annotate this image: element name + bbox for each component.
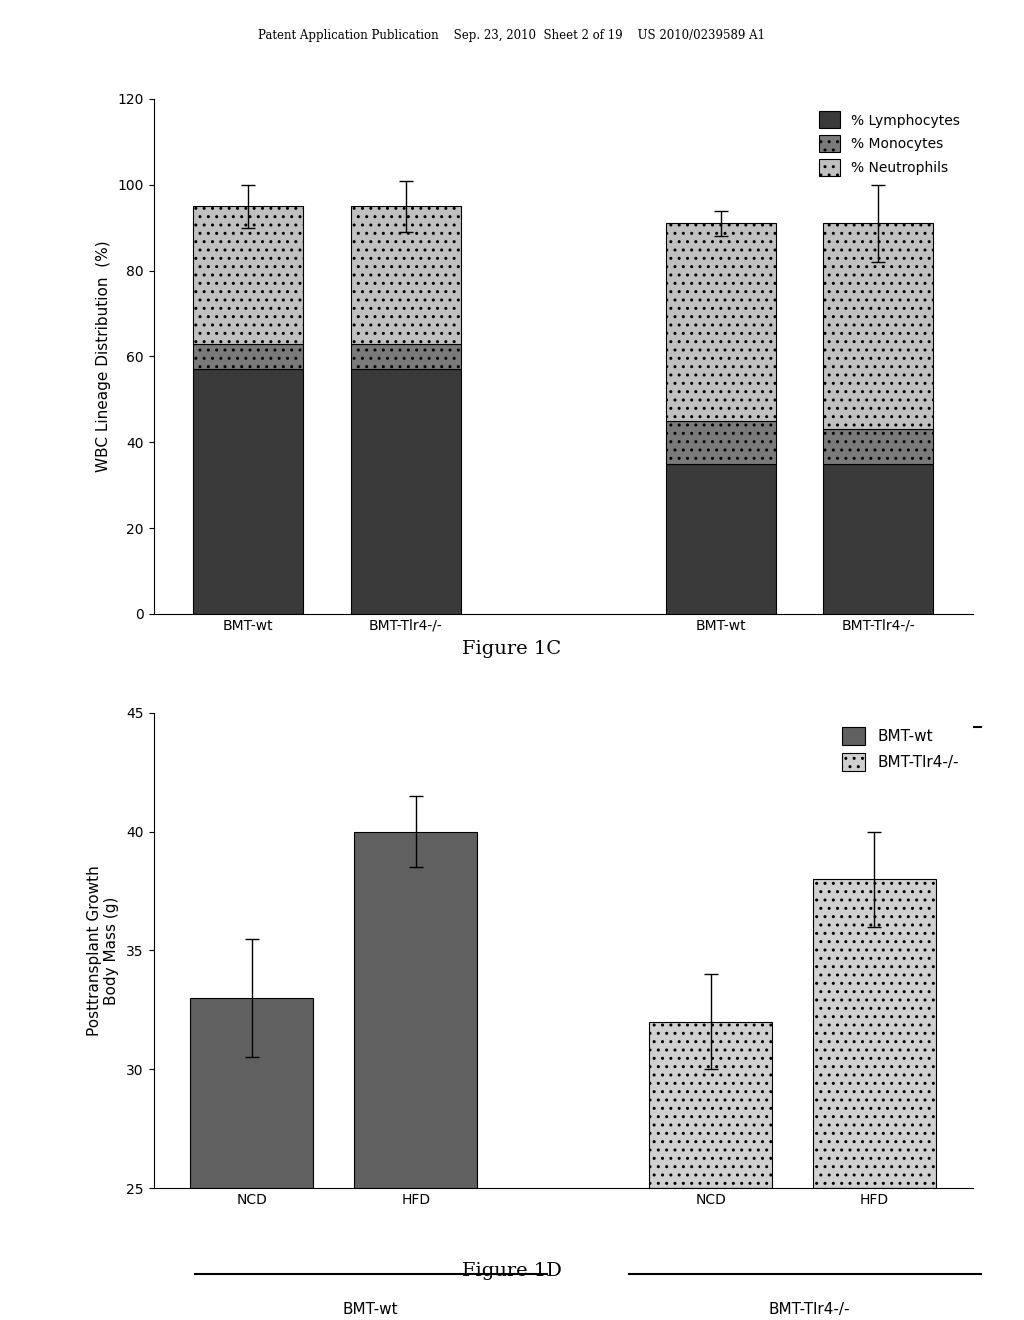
- Bar: [350, 206, 461, 343]
- Y-axis label: WBC Lineage Distribution  (%): WBC Lineage Distribution (%): [95, 240, 111, 473]
- Legend: % Lymphocytes, % Monocytes, % Neutrophils: % Lymphocytes, % Monocytes, % Neutrophil…: [814, 106, 966, 182]
- Text: Figure 1C: Figure 1C: [463, 640, 561, 659]
- Text: High fat diet: High fat diet: [778, 758, 872, 774]
- Text: Normal chow: Normal chow: [366, 758, 466, 774]
- Bar: [193, 343, 303, 370]
- Text: Patent Application Publication    Sep. 23, 2010  Sheet 2 of 19    US 2010/023958: Patent Application Publication Sep. 23, …: [258, 29, 766, 42]
- Bar: [190, 998, 313, 1188]
- Text: BMT-wt: BMT-wt: [343, 1302, 398, 1317]
- Y-axis label: Posttransplant Growth
Body Mass (g): Posttransplant Growth Body Mass (g): [87, 865, 120, 1036]
- Bar: [350, 343, 461, 370]
- Bar: [649, 1022, 772, 1188]
- Bar: [193, 206, 303, 343]
- Bar: [350, 370, 461, 614]
- Bar: [354, 832, 477, 1188]
- Bar: [823, 463, 934, 614]
- Text: Figure 1D: Figure 1D: [462, 1262, 562, 1280]
- Bar: [823, 429, 934, 463]
- Bar: [823, 223, 934, 429]
- Text: BMT-Tlr4-/-: BMT-Tlr4-/-: [768, 1302, 850, 1317]
- Bar: [666, 463, 776, 614]
- Legend: BMT-wt, BMT-Tlr4-/-: BMT-wt, BMT-Tlr4-/-: [837, 721, 966, 777]
- Bar: [813, 879, 936, 1188]
- Bar: [666, 223, 776, 421]
- Bar: [666, 421, 776, 463]
- Bar: [193, 370, 303, 614]
